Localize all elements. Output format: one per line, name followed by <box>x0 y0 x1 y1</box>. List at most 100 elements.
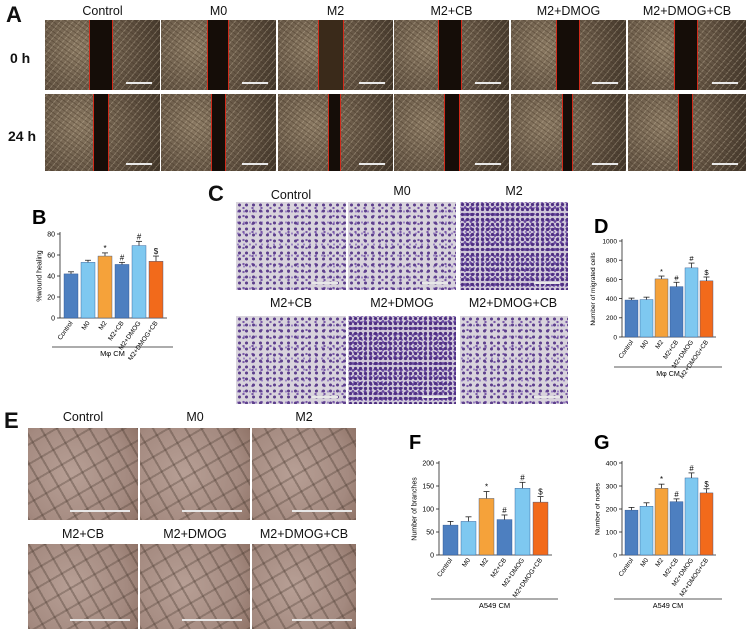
y-tick-label: 60 <box>47 252 55 259</box>
y-tick-label: 200 <box>422 460 434 467</box>
significance-mark: # <box>120 253 125 262</box>
y-tick-label: 0 <box>51 315 55 322</box>
x-tick-label: M0 <box>639 557 650 569</box>
y-tick-label: 300 <box>606 483 618 490</box>
panel-c-label-m2dmog: M2+DMOG <box>370 296 434 310</box>
bar <box>684 477 699 556</box>
x-tick-label: M2+CB <box>490 557 509 580</box>
panel-a-col-label-m0: M0 <box>209 4 228 18</box>
tube-image-m2dmogcb <box>252 544 356 629</box>
significance-mark: * <box>660 267 663 276</box>
significance-mark: * <box>103 244 106 253</box>
y-tick-label: 200 <box>606 315 617 322</box>
y-tick-label: 50 <box>426 529 434 536</box>
significance-mark: # <box>674 273 679 282</box>
x-tick-label: Control <box>57 320 75 342</box>
bar <box>63 273 79 319</box>
panel-letter-a: A <box>6 2 22 27</box>
wound-image-m2dmogcb-24h <box>628 94 746 171</box>
significance-mark: # <box>689 464 694 473</box>
tube-image-m2 <box>252 428 356 520</box>
bar <box>669 501 684 556</box>
x-tick-label: M2 <box>654 339 665 351</box>
y-tick-label: 40 <box>47 273 55 280</box>
wound-image-m2-24h <box>278 94 393 171</box>
y-tick-label: 0 <box>613 334 617 341</box>
y-tick-label: 150 <box>422 483 434 490</box>
panel-c-label-m2cb: M2+CB <box>269 296 313 310</box>
y-tick-label: 1000 <box>602 238 617 245</box>
wound-image-m2-0h <box>278 20 393 90</box>
transwell-image-control <box>236 202 346 290</box>
y-tick-label: 0 <box>613 552 617 559</box>
wound-image-m0-0h <box>161 20 276 90</box>
y-tick-label: 80 <box>47 231 55 238</box>
y-tick-label: 100 <box>422 506 434 513</box>
x-tick-label: M2 <box>98 320 109 332</box>
tube-image-control <box>28 428 138 520</box>
panel-letter: D <box>594 216 608 238</box>
panel-c-label-control: Control <box>270 188 312 202</box>
group-label: Mφ CM <box>100 349 125 358</box>
panel-letter: F <box>409 432 421 454</box>
panel-e-label-m2dmogcb: M2+DMOG+CB <box>259 527 349 541</box>
y-axis-title: %wound healing <box>37 250 44 301</box>
panel-c-label-m0: M0 <box>393 184 411 198</box>
bar <box>699 492 714 556</box>
y-axis-title: Number of branches <box>411 477 418 541</box>
bar <box>496 519 513 556</box>
bar <box>131 245 147 319</box>
panel-a-col-label-m2cb: M2+CB <box>430 4 473 18</box>
significance-mark: * <box>485 483 488 492</box>
x-tick-label: M0 <box>639 339 650 351</box>
tube-image-m2dmog <box>140 544 250 629</box>
wound-image-m2dmog-24h <box>511 94 626 171</box>
panel-letter: B <box>32 207 46 229</box>
bar <box>532 501 549 556</box>
panel-a-row-label-0h: 0 h <box>10 50 31 66</box>
bar <box>669 286 684 338</box>
panel-e-label-m2: M2 <box>295 410 313 424</box>
significance-mark: $ <box>538 488 543 497</box>
wound-image-m2cb-24h <box>394 94 509 171</box>
wound-image-m2dmog-0h <box>511 20 626 90</box>
tube-image-m2cb <box>28 544 138 629</box>
tube-image-m0 <box>140 428 250 520</box>
bar <box>114 264 130 319</box>
bar <box>654 488 669 556</box>
significance-mark: $ <box>704 480 709 489</box>
x-tick-label: Control <box>618 557 636 578</box>
panel-letter: G <box>594 432 610 454</box>
x-tick-label: Control <box>436 557 454 579</box>
y-tick-label: 0 <box>430 552 434 559</box>
panel-c-label-m2: M2 <box>505 184 523 198</box>
y-tick-label: 200 <box>606 506 618 513</box>
transwell-image-m2dmogcb <box>460 316 568 404</box>
bar <box>684 267 699 338</box>
significance-mark: * <box>660 475 663 484</box>
panel-a-row-label-24h: 24 h <box>8 128 37 144</box>
bar <box>478 498 495 556</box>
transwell-image-m2cb <box>236 316 346 404</box>
chart-f: F 0 50 100 150 200 Number of branches Control M0… <box>409 432 558 610</box>
panel-a-col-label-m2: M2 <box>326 4 345 18</box>
significance-mark: $ <box>154 247 159 256</box>
significance-mark: # <box>502 506 507 515</box>
panel-e-label-control: Control <box>62 410 104 424</box>
transwell-image-m0 <box>348 202 456 290</box>
y-axis-title: Number of migrated cells <box>590 252 597 326</box>
bar <box>97 255 113 319</box>
y-tick-label: 800 <box>606 258 617 265</box>
panel-a-col-label-m2dmogcb: M2+DMOG+CB <box>642 4 732 18</box>
bar <box>699 280 714 338</box>
bar <box>624 299 639 338</box>
significance-mark: $ <box>704 268 709 277</box>
x-tick-label: M0 <box>81 320 92 332</box>
bar <box>654 278 669 338</box>
group-label: A549 CM <box>479 601 510 610</box>
chart-g: G 0 100 200 300 400 Number of nodes Control M0 * M… <box>594 432 722 610</box>
wound-image-m2cb-0h <box>394 20 509 90</box>
wound-image-control-24h <box>45 94 160 171</box>
bar <box>639 299 654 338</box>
